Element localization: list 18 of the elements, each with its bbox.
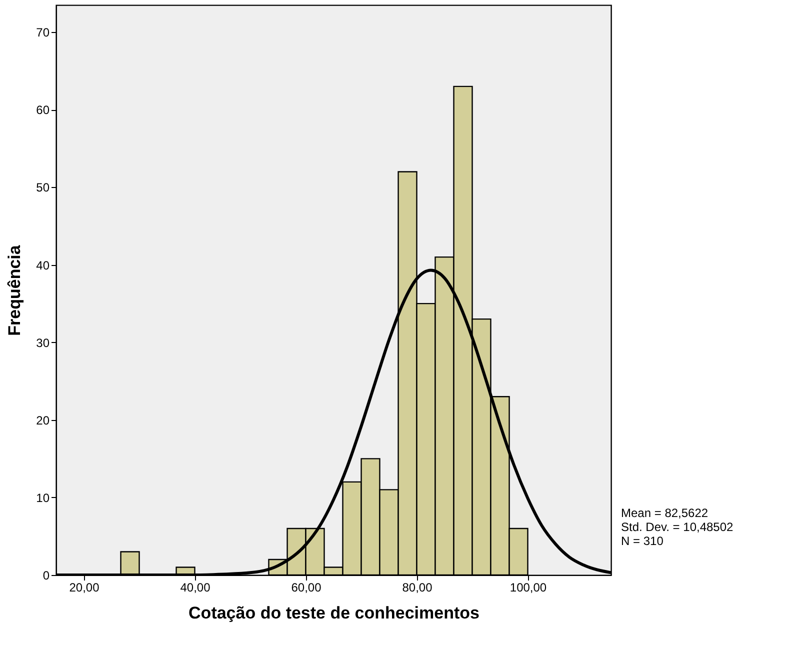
x-tick-label: 80,00 [402,580,433,594]
y-tick-label: 20 [36,413,50,428]
text: Mean = 82,5622 [621,506,708,520]
x-tick-label: 100,00 [510,580,547,594]
y-tick-label: 10 [36,490,50,505]
y-tick-label: 50 [36,180,50,195]
y-tick-label: 30 [36,336,50,350]
x-tick-label: 20,00 [69,580,100,594]
x-axis-title: Cotação do teste de conhecimentos [188,604,480,622]
y-tick-label: 40 [36,258,50,272]
y-tick-label: 60 [36,103,50,118]
x-tick-label: 40,00 [180,580,211,594]
y-tick-label: 70 [36,26,50,40]
y-tick-label: 0 [42,568,50,582]
text: N = 310 [621,534,664,548]
y-axis-title: Frequência [5,244,24,336]
text: Std. Dev. = 10,48502 [621,520,734,534]
x-tick-label: 60,00 [291,580,322,594]
